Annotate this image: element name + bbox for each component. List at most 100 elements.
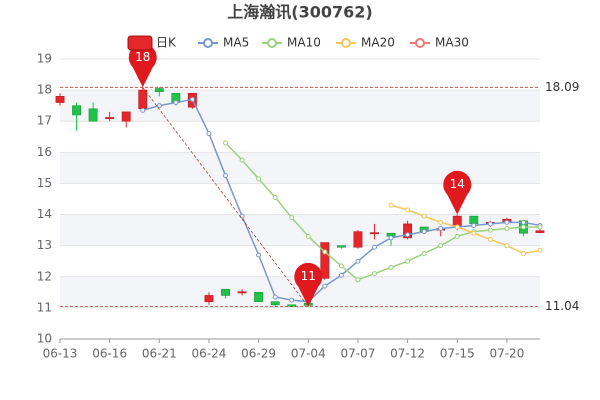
x-tick-label: 07-20 [489,347,524,361]
ma-line [390,204,541,255]
candle-body [270,301,280,306]
candle-body [535,230,545,233]
price-pin [443,170,472,215]
ma-point [272,294,278,300]
ma-point [371,271,377,277]
ma-point [487,221,493,227]
ma-point [504,219,510,225]
ma-point [537,247,543,253]
x-tick-label: 07-12 [390,347,425,361]
price-pin [294,262,323,307]
ma-point [256,176,262,182]
ma-point [520,224,526,230]
grid-band [60,90,540,122]
ma-point [471,222,477,228]
ma-point [305,233,311,239]
y-tick-label: 19 [37,52,52,66]
candle-body [469,215,479,225]
candle-body [121,111,131,122]
y-tick-label: 18 [37,83,52,97]
legend-point [267,38,277,48]
legend-label: MA10 [287,36,321,50]
ma-point [322,283,328,289]
candle-body [254,292,264,302]
ma-point [421,229,427,235]
ma-point [206,131,212,137]
legend-point [415,38,425,48]
ma-point [454,233,460,239]
ma-point [405,207,411,213]
x-tick-label: 07-07 [340,347,375,361]
reference-label: 18.09 [545,80,579,94]
ma-point [504,243,510,249]
candle-body [204,295,214,302]
ma-point [355,277,361,283]
ma-line [224,142,540,281]
legend-label: 日K [156,36,177,50]
y-tick-label: 14 [37,207,52,221]
y-tick-label: 16 [37,145,52,159]
ma-point [322,249,328,255]
price-pin-label: 18 [135,50,150,64]
price-pin [128,43,157,88]
ma-point [504,226,510,232]
y-tick-label: 13 [37,238,52,252]
x-tick-label: 07-15 [440,347,475,361]
ma-point [272,194,278,200]
ma-point [189,96,195,102]
reference-label: 11.04 [545,299,579,313]
ma-point [289,215,295,221]
candle-body [55,96,65,103]
candle-body [88,108,98,122]
ma-point [140,107,146,113]
x-tick-label: 06-13 [43,347,78,361]
ma-point [471,230,477,236]
ma-point [438,219,444,225]
x-tick-label: 07-04 [291,347,326,361]
ma-point [421,213,427,219]
ma-point [405,258,411,264]
price-pin-label: 11 [301,269,316,283]
x-tick-label: 06-16 [92,347,127,361]
x-tick-label: 06-21 [142,347,177,361]
legend-point [203,38,213,48]
price-pin-label: 14 [450,177,465,191]
ma-point [454,224,460,230]
ma-point [388,202,394,208]
ma-point [438,226,444,232]
ma-point [338,272,344,278]
ma-point [537,224,543,230]
ma-point [256,252,262,258]
candle-body [353,231,363,248]
ma-point [388,235,394,241]
candle-body [237,291,247,294]
ma-point [487,236,493,242]
ma-point [487,227,493,233]
ma-point [421,250,427,256]
trend-line [142,87,309,307]
candle-body [370,232,379,235]
candle-body [320,242,330,279]
candle-body [221,288,230,296]
x-tick-label: 06-24 [192,347,227,361]
ma-point [173,100,179,106]
ma-point [438,243,444,249]
ma-point [355,258,361,264]
legend-label: MA5 [223,36,249,50]
ma-point [520,219,526,225]
legend-label: MA30 [435,36,469,50]
ma-point [223,140,229,146]
candle-body [72,105,81,116]
legend-label: MA20 [361,36,395,50]
candle-body [138,89,148,110]
x-tick-label: 06-29 [241,347,276,361]
y-tick-label: 10 [37,332,52,346]
y-tick-label: 12 [37,269,52,283]
ma-line [142,98,541,303]
legend-swatch [127,35,153,51]
ma-point [223,173,229,179]
candle-body [154,88,164,92]
candle-body [105,117,115,120]
y-tick-label: 17 [37,114,52,128]
